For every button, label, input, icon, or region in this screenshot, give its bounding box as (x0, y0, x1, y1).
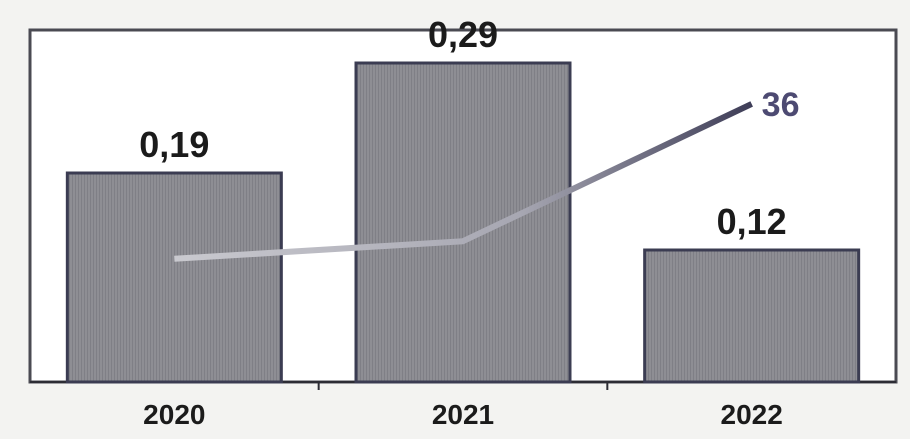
bar-value-label-2022: 0,12 (717, 201, 787, 242)
bars-group (65, 61, 861, 384)
bar-2022 (643, 248, 861, 384)
line-series (174, 101, 753, 262)
x-tick-label-2022: 2022 (721, 399, 783, 430)
x-tick-label-2020: 2020 (143, 399, 205, 430)
bar-value-labels: 0,19 0,29 0,12 (139, 14, 786, 242)
x-axis-ticks (317, 382, 609, 390)
line-series-group: 36 (174, 86, 800, 262)
x-axis-tick-labels: 2020 2021 2022 (143, 399, 783, 430)
bar-value-label-2021: 0,29 (428, 14, 498, 55)
x-tick-label-2021: 2021 (432, 399, 494, 430)
bar-2020 (65, 171, 283, 384)
line-end-label: 36 (762, 86, 800, 124)
bar-2021 (354, 61, 572, 384)
bar-value-label-2020: 0,19 (139, 124, 209, 165)
